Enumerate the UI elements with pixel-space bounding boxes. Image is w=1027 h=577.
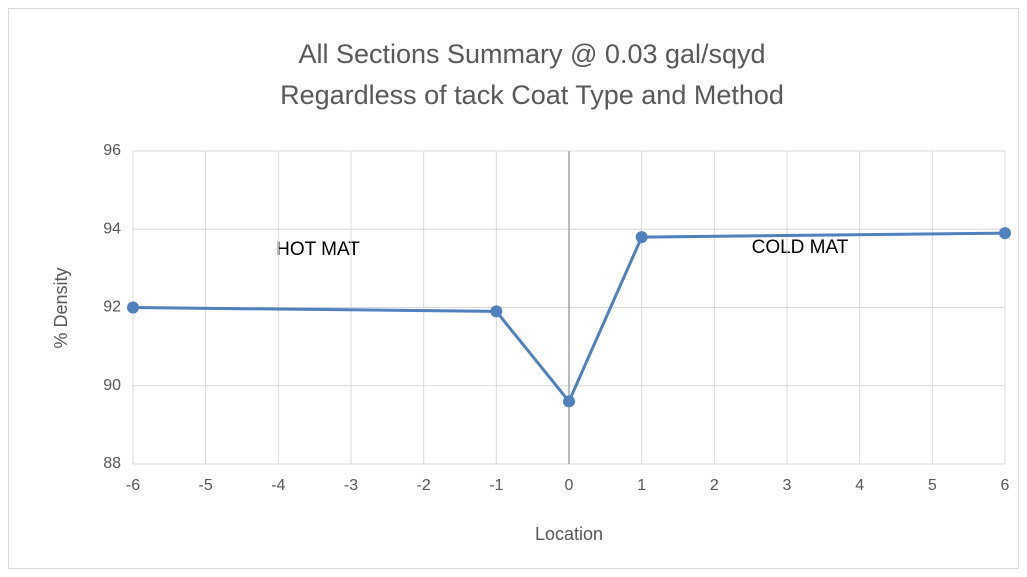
data-point bbox=[999, 227, 1011, 240]
x-tick-label: -3 bbox=[344, 477, 358, 494]
chart-border bbox=[8, 8, 1019, 569]
x-tick-label: 4 bbox=[855, 477, 864, 494]
x-tick-label: -4 bbox=[271, 477, 285, 494]
chart-subtitle: Regardless of tack Coat Type and Method bbox=[280, 80, 784, 110]
y-tick-label: 88 bbox=[103, 455, 121, 472]
x-tick-label: -5 bbox=[199, 477, 213, 494]
annotation: HOT MAT bbox=[276, 239, 360, 260]
x-tick-label: 3 bbox=[783, 477, 792, 494]
x-tick-label: -6 bbox=[126, 477, 140, 494]
x-axis-label: Location bbox=[535, 524, 603, 544]
data-point bbox=[635, 231, 648, 244]
x-tick-label: -1 bbox=[489, 477, 503, 494]
data-point bbox=[127, 301, 139, 314]
y-tick-label: 90 bbox=[103, 377, 121, 394]
y-tick-label: 94 bbox=[103, 220, 121, 237]
x-tick-label: 1 bbox=[637, 477, 646, 494]
annotation: COLD MAT bbox=[752, 237, 849, 258]
x-tick-label: 0 bbox=[565, 477, 574, 494]
x-tick-label: 6 bbox=[1001, 477, 1010, 494]
y-tick-label: 92 bbox=[103, 299, 121, 316]
data-point bbox=[490, 305, 503, 318]
x-tick-label: -2 bbox=[417, 477, 431, 494]
y-tick-label: 96 bbox=[103, 142, 121, 159]
y-axis-label: % Density bbox=[51, 267, 71, 348]
x-tick-label: 2 bbox=[710, 477, 719, 494]
x-tick-label: 5 bbox=[928, 477, 937, 494]
data-point bbox=[563, 395, 575, 408]
chart-title: All Sections Summary @ 0.03 gal/sqyd bbox=[298, 39, 765, 69]
